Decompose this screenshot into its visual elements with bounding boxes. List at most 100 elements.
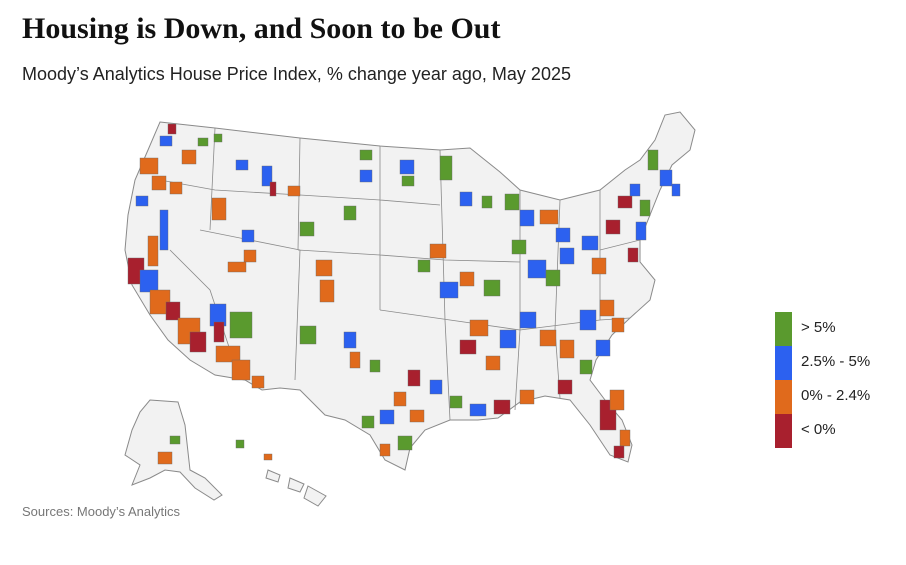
legend-label: < 0% — [801, 421, 836, 438]
metro-patch — [167, 123, 177, 135]
metro-patch — [211, 197, 227, 221]
metro-patch — [647, 149, 659, 171]
metro-patch — [359, 149, 373, 161]
metro-patch — [629, 183, 641, 197]
metro-patch — [399, 159, 415, 175]
metro-patch — [493, 399, 511, 415]
alaska-outline — [124, 399, 223, 501]
metro-patch — [263, 453, 273, 461]
legend-swatch — [775, 346, 792, 380]
metro-patch — [139, 269, 159, 293]
metro-patch — [459, 339, 477, 355]
metro-patch — [609, 389, 625, 411]
metro-patch — [139, 157, 159, 175]
metro-patch — [261, 165, 273, 187]
metro-patch — [315, 259, 333, 277]
metro-patch — [227, 261, 247, 273]
metro-patch — [151, 175, 167, 191]
metro-patch — [459, 271, 475, 287]
metro-patch — [299, 221, 315, 237]
metro-patch — [483, 279, 501, 297]
metro-patch — [319, 279, 335, 303]
source-note: Sources: Moody’s Analytics — [22, 504, 180, 519]
legend-swatch — [775, 312, 792, 346]
legend-label: 2.5% - 5% — [801, 353, 871, 370]
metro-patch — [429, 243, 447, 259]
metro-patch — [135, 195, 149, 207]
metro-patch — [215, 345, 241, 363]
metro-patch — [635, 221, 647, 241]
metro-patch — [169, 435, 181, 445]
hawaii-island-3 — [303, 485, 327, 507]
metro-patch — [157, 451, 173, 465]
metro-patch — [407, 369, 421, 387]
metro-patch — [481, 195, 493, 209]
metro-patch — [349, 351, 361, 369]
metro-patch — [213, 133, 223, 143]
metro-patch — [299, 325, 317, 345]
metro-patch — [287, 185, 301, 197]
metro-patch — [613, 445, 625, 459]
metro-patch — [197, 137, 209, 147]
metro-patch — [595, 339, 611, 357]
metro-patch — [165, 301, 181, 321]
metro-patch — [393, 391, 407, 407]
metro-patch — [379, 443, 391, 457]
metro-patch — [439, 155, 453, 181]
metro-patch — [579, 309, 597, 331]
metro-patch — [504, 193, 520, 211]
metro-patch — [555, 227, 571, 243]
metro-patch — [229, 311, 253, 339]
metro-patch — [619, 429, 631, 447]
metro-patch — [581, 235, 599, 251]
metro-patch — [251, 375, 265, 389]
metro-patch — [519, 311, 537, 329]
legend-swatch — [775, 414, 792, 448]
metro-patch — [429, 379, 443, 395]
metro-patch — [485, 355, 501, 371]
metro-patch — [235, 439, 245, 449]
metro-patch — [617, 195, 633, 209]
metro-patch — [409, 409, 425, 423]
metro-patch — [511, 239, 527, 255]
metro-patch — [527, 259, 547, 279]
metro-patch — [147, 235, 159, 267]
metro-patch — [401, 175, 415, 187]
metro-patch — [397, 435, 413, 451]
chart-title: Housing is Down, and Soon to be Out — [22, 12, 501, 45]
legend-swatch — [775, 380, 792, 414]
metro-patch — [361, 415, 375, 429]
metro-patch — [369, 359, 381, 373]
metro-patch — [439, 281, 459, 299]
metro-patch — [343, 205, 357, 221]
metro-patch — [181, 149, 197, 165]
metro-patch — [591, 257, 607, 275]
metro-patch — [417, 259, 431, 273]
hawaii-island-2 — [287, 477, 305, 493]
metro-patch — [159, 135, 173, 147]
metro-patch — [557, 379, 573, 395]
metro-patch — [599, 299, 615, 317]
legend-label: 0% - 2.4% — [801, 387, 871, 404]
metro-patch — [605, 219, 621, 235]
metro-patch — [639, 199, 651, 217]
metro-patch — [459, 191, 473, 207]
metro-patch — [235, 159, 249, 171]
metro-regions — [127, 123, 681, 465]
metro-patch — [469, 403, 487, 417]
metro-patch — [379, 409, 395, 425]
metro-patch — [343, 331, 357, 349]
metro-patch — [627, 247, 639, 263]
metro-patch — [359, 169, 373, 183]
metro-patch — [231, 359, 251, 381]
metro-patch — [189, 331, 207, 353]
metro-patch — [449, 395, 463, 409]
metro-patch — [159, 209, 169, 251]
metro-patch — [519, 209, 535, 227]
metro-patch — [659, 169, 673, 187]
metro-patch — [579, 359, 593, 375]
metro-patch — [539, 209, 559, 225]
metro-patch — [671, 183, 681, 197]
